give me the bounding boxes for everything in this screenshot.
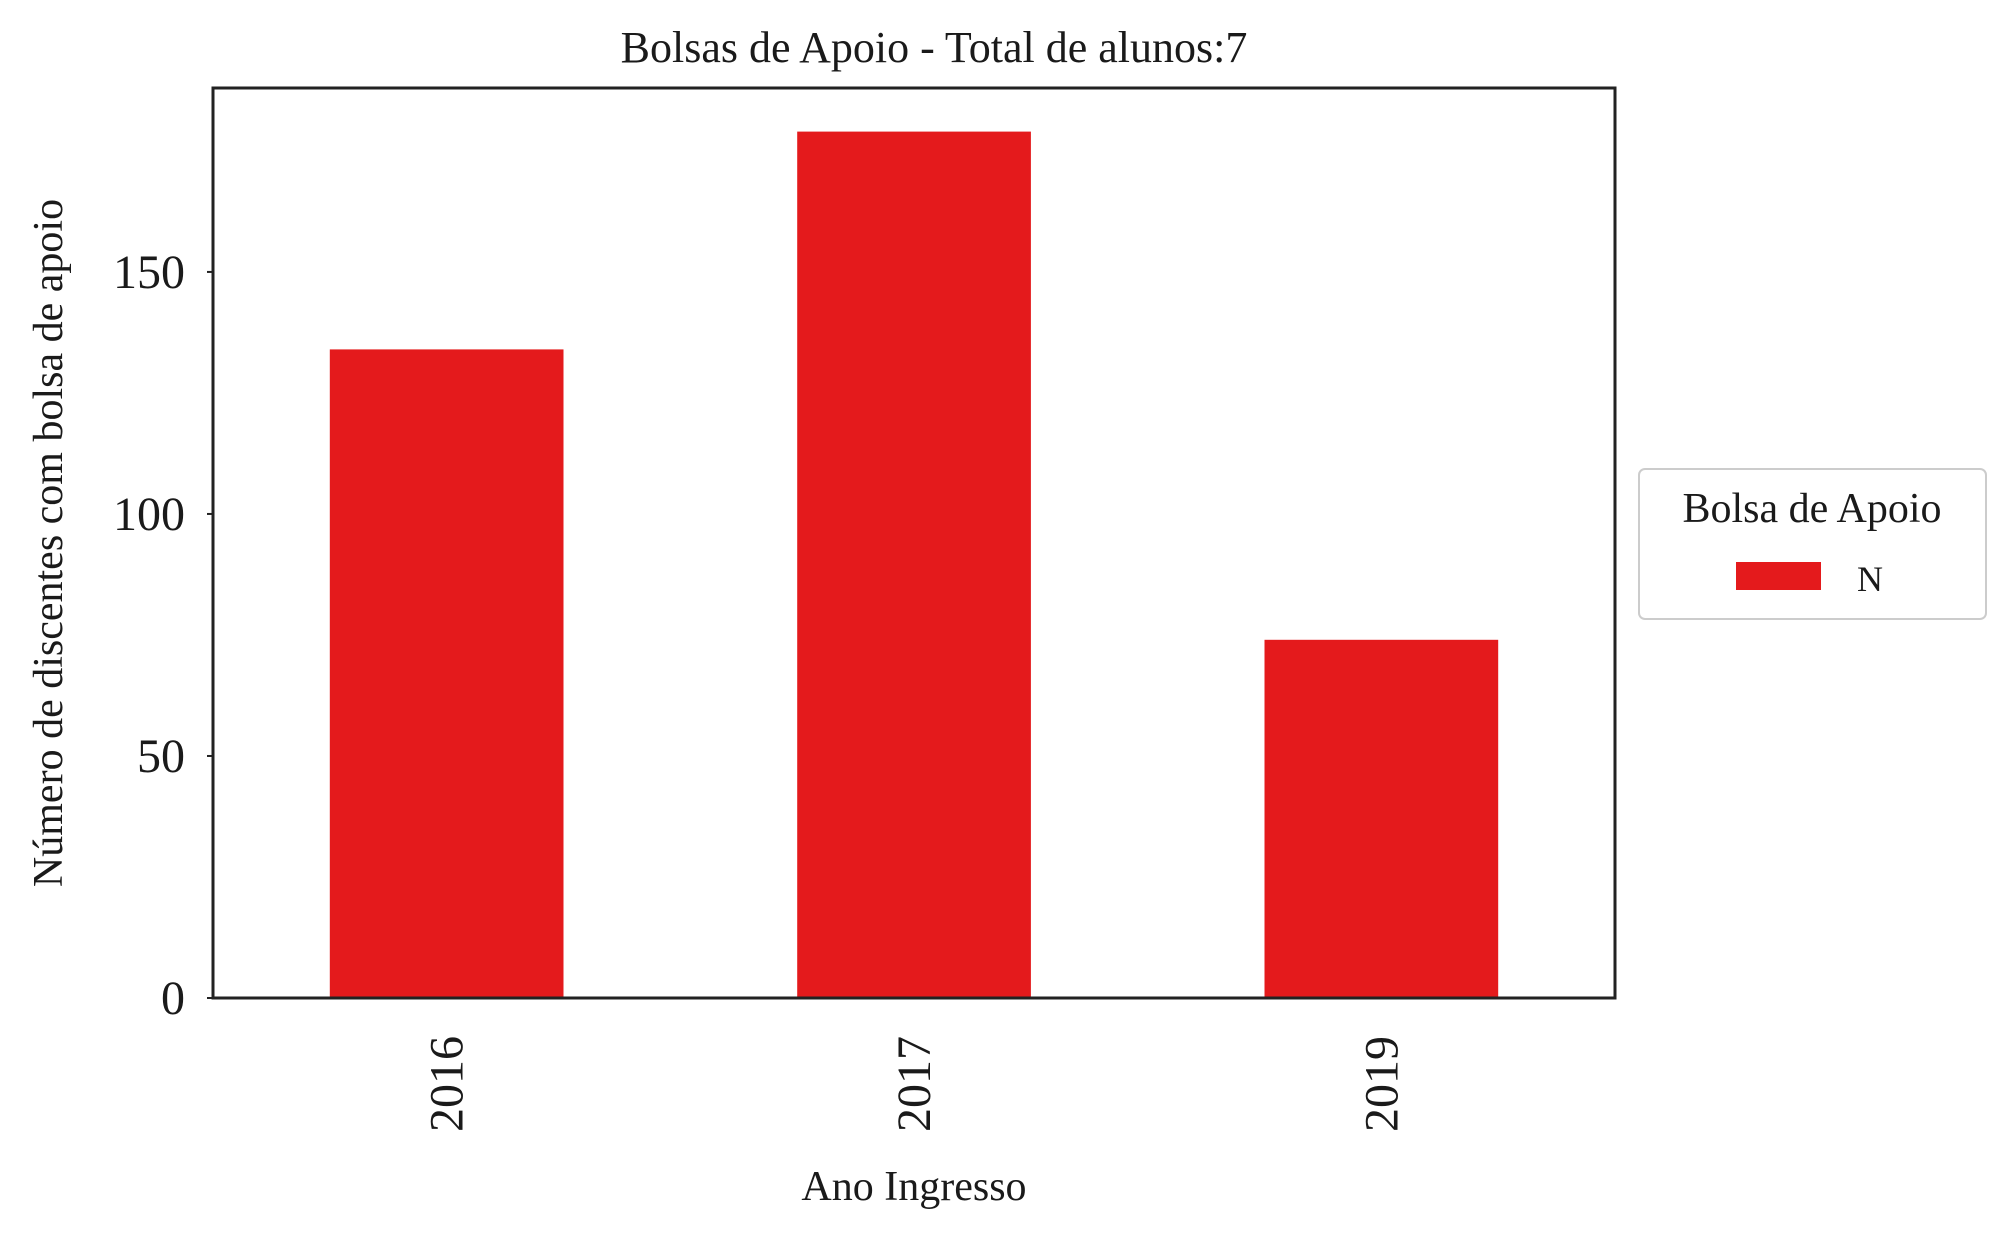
plot-area-frame <box>211 86 1617 1000</box>
y-tick-label: 100 <box>113 488 185 541</box>
x-ticks: 2016 2017 2019 <box>421 1036 1409 1132</box>
x-tick-label: 2017 <box>888 1036 941 1132</box>
legend-entry-label: N <box>1857 559 1883 599</box>
bar-2016 <box>329 349 564 998</box>
y-axis-label: Número de discentes com bolsa de apoio <box>26 199 72 887</box>
x-axis-label: Ano Ingresso <box>801 1164 1026 1210</box>
bars <box>329 131 1499 999</box>
y-ticks: 0 50 100 150 <box>113 246 213 1025</box>
legend: Bolsa de Apoio N <box>1638 468 1987 620</box>
x-tick-label: 2019 <box>1355 1036 1408 1132</box>
legend-title: Bolsa de Apoio <box>1683 486 1942 532</box>
bar-2017 <box>797 131 1031 999</box>
y-tick-label: 50 <box>137 730 185 783</box>
x-tick-label: 2016 <box>421 1036 474 1132</box>
legend-frame <box>1638 468 1987 620</box>
legend-swatch <box>1736 562 1821 590</box>
bar-2019 <box>1264 639 1499 998</box>
y-tick-label: 0 <box>161 972 185 1025</box>
y-tick-label: 150 <box>113 246 185 299</box>
chart-title: Bolsas de Apoio - Total de alunos:7 <box>621 23 1248 72</box>
